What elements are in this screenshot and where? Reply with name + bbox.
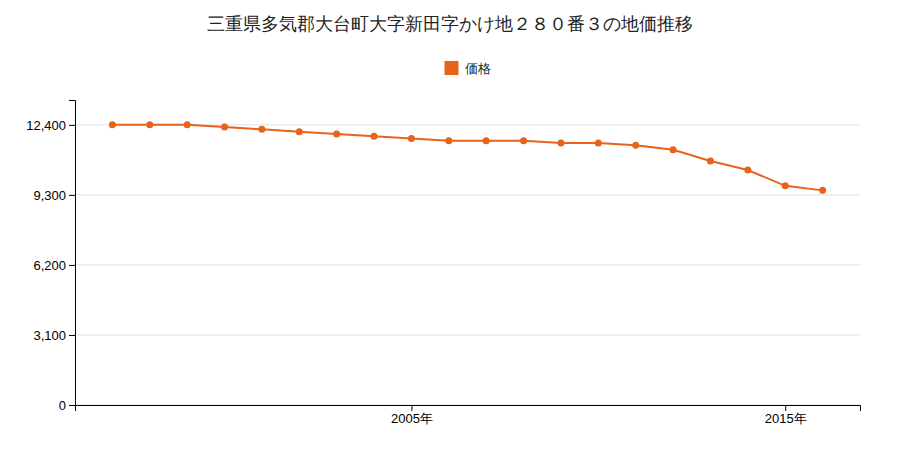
y-tick-mark [69,265,75,266]
y-tick-mark [69,405,75,406]
point [296,128,303,135]
x-tick: 2015年 [765,405,807,426]
marks [109,121,826,194]
x-tick-mark [411,405,412,411]
y-tick: 9,300 [33,188,75,203]
point [221,124,228,131]
y-tick-label: 3,100 [33,328,66,343]
grid-line-y [75,334,860,335]
x-tick: 2005年 [391,405,433,426]
chart-title: 三重県多気郡大台町大字新田字かけ地２８０番３の地価推移 [207,13,693,34]
y-tick-mark [69,125,75,126]
line [112,125,822,191]
point [184,121,191,128]
y-tick-label: 12,400 [26,118,66,133]
point [371,133,378,140]
legend: 価格 [445,61,491,76]
y-tick: 6,200 [33,258,75,273]
legend-label: 価格 [465,61,491,76]
point [819,187,826,194]
point [707,158,714,165]
y-tick-mark [69,195,75,196]
y-tick: 3,100 [33,328,75,343]
plot-area: 2005年 2015年 0 3,100 6,200 9,300 12,400 [26,101,860,427]
y-tick-label: 0 [59,398,66,413]
x-tick-label: 2015年 [765,411,807,426]
y-tick-label: 9,300 [33,188,66,203]
point [258,126,265,133]
x-axis-line [76,406,861,412]
y-tick: 0 [59,398,75,413]
legend-swatch [445,61,459,75]
y-axis-line [69,101,76,406]
point [445,137,452,144]
point [557,139,564,146]
point [595,139,602,146]
grid-line-y [75,194,860,195]
point [408,135,415,142]
y-tick-mark [69,335,75,336]
x-axis: 2005年 2015年 [76,405,861,426]
point [670,146,677,153]
point [632,142,639,149]
x-tick-label: 2005年 [391,411,433,426]
y-axis: 0 3,100 6,200 9,300 12,400 [26,101,75,413]
point [483,137,490,144]
y-tick: 12,400 [26,118,75,133]
point [109,121,116,128]
x-tick-mark [785,405,786,411]
grid-line-y [75,264,860,265]
y-tick-label: 6,200 [33,258,66,273]
grid [75,125,860,405]
chart-svg: 三重県多気郡大台町大字新田字かけ地２８０番３の地価推移 2005年 2015年 0 3,… [0,0,900,450]
point [782,182,789,189]
point [146,121,153,128]
point [333,130,340,137]
point [520,137,527,144]
legend-item: 価格 [445,61,491,76]
point [744,167,751,174]
chart-container: 三重県多気郡大台町大字新田字かけ地２８０番３の地価推移 2005年 2015年 0 3,… [0,0,900,450]
